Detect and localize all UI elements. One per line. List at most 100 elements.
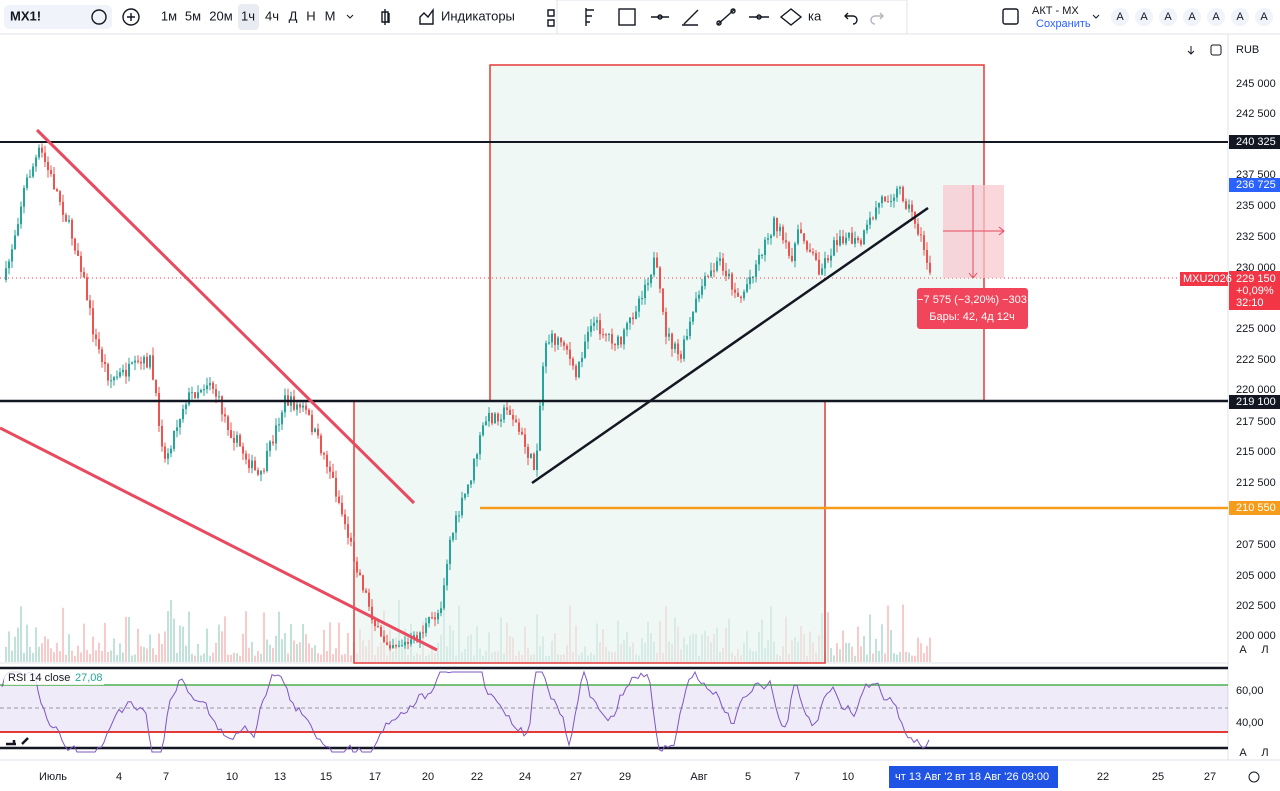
symbol-box[interactable] <box>4 5 112 29</box>
candle-body <box>17 224 19 236</box>
timeframe[interactable]: 1м <box>161 8 177 23</box>
range-box <box>353 400 826 664</box>
timeframe[interactable]: 1ч <box>241 8 255 23</box>
candle-body <box>818 259 820 275</box>
font-button[interactable]: A <box>1140 11 1148 23</box>
candle-body <box>620 336 622 345</box>
candle-body <box>437 612 439 620</box>
scale-button[interactable]: A <box>1239 747 1247 759</box>
volume-bar <box>296 644 298 662</box>
candle-body <box>338 496 340 503</box>
timeframe[interactable]: 4ч <box>265 8 279 23</box>
volume-bar <box>200 655 202 662</box>
rsi-line <box>1 670 930 753</box>
scale-button[interactable]: Л <box>1261 747 1268 759</box>
candle-body <box>191 392 193 394</box>
scroll-down[interactable] <box>1187 46 1195 55</box>
candle-body <box>548 342 550 344</box>
volume-bar <box>902 604 904 662</box>
volume-bar <box>323 629 325 662</box>
candle-body <box>194 392 196 398</box>
drawing-tool-label[interactable]: ка <box>808 8 822 23</box>
candle-body <box>794 243 796 261</box>
time-range-highlight <box>889 766 1058 788</box>
volume-bar <box>98 642 100 662</box>
candle-body <box>488 412 490 422</box>
save[interactable]: Сохранить <box>1036 18 1091 30</box>
font-button-bg[interactable] <box>1111 8 1129 26</box>
candle-body <box>311 414 313 433</box>
chart-type[interactable] <box>381 9 390 25</box>
candle-body <box>452 532 454 540</box>
volume-bar <box>62 607 64 662</box>
logo <box>6 737 29 746</box>
volume-bar <box>89 654 91 662</box>
rsi-name[interactable]: RSI 14 close <box>8 672 70 684</box>
font-button-bg[interactable] <box>1231 8 1249 26</box>
price-label: 230 000 <box>1236 262 1276 274</box>
candle-body <box>326 454 328 467</box>
candle-body <box>131 362 133 364</box>
price-badge <box>1229 135 1280 149</box>
timeframe[interactable]: 5м <box>185 8 201 23</box>
volume-bar <box>206 628 208 662</box>
candle-body <box>380 626 382 637</box>
timeframe[interactable]: Д <box>289 8 298 23</box>
font-button-bg[interactable] <box>1207 8 1225 26</box>
timeframe[interactable]: 20м <box>209 8 232 23</box>
scale-button[interactable]: A <box>1239 644 1247 656</box>
candle-body <box>323 453 325 455</box>
add-symbol[interactable] <box>122 8 140 26</box>
candle-body <box>569 349 571 359</box>
font-button[interactable]: A <box>1116 11 1124 23</box>
volume-bar <box>266 639 268 662</box>
auto-scale[interactable] <box>1210 44 1222 56</box>
candle-body <box>680 354 682 359</box>
account[interactable]: АКТ - МХ <box>1032 5 1079 17</box>
symbol-icon[interactable] <box>91 9 107 25</box>
font-button-bg[interactable] <box>1159 8 1177 26</box>
volume-bar <box>866 654 868 662</box>
candle-body <box>368 592 370 607</box>
candle-body <box>671 333 673 349</box>
font-button[interactable]: A <box>1188 11 1196 23</box>
font-button[interactable]: A <box>1164 11 1172 23</box>
timeframe[interactable]: Н <box>306 8 315 23</box>
candle-body <box>350 537 352 542</box>
candle-body <box>161 425 163 447</box>
volume-bar <box>836 643 838 662</box>
candle-body <box>863 230 865 245</box>
font-button-bg[interactable] <box>1255 8 1273 26</box>
font-button-bg[interactable] <box>1135 8 1153 26</box>
candle-body <box>899 187 901 189</box>
drawing-tools[interactable] <box>547 8 884 27</box>
candle-body <box>560 337 562 343</box>
candle-body <box>872 217 874 219</box>
currency[interactable]: RUB <box>1236 44 1259 56</box>
volume-bar <box>215 642 217 662</box>
candle-body <box>665 311 667 337</box>
account-dropdown[interactable] <box>1092 14 1100 19</box>
indicators[interactable]: Индикаторы <box>441 8 515 23</box>
volume-bar <box>101 650 103 662</box>
candle-body <box>929 262 931 273</box>
font-button[interactable]: A <box>1236 11 1244 23</box>
font-button-bg[interactable] <box>1183 8 1201 26</box>
scale-button[interactable]: Л <box>1261 644 1268 656</box>
candle-body <box>845 237 847 244</box>
timeframe[interactable]: М <box>325 8 336 23</box>
symbol[interactable]: MX1! <box>10 8 41 23</box>
layout-icon[interactable] <box>1002 8 1019 25</box>
candle-body <box>623 329 625 345</box>
settings[interactable] <box>1248 771 1260 783</box>
candle-body <box>302 405 304 408</box>
indicators-icon[interactable] <box>419 7 434 25</box>
candle-body <box>599 320 601 335</box>
volume-bar <box>143 647 145 662</box>
font-button[interactable]: A <box>1260 11 1268 23</box>
font-button[interactable]: A <box>1212 11 1220 23</box>
candle-body <box>173 431 175 449</box>
timeframe-dropdown[interactable] <box>346 14 354 19</box>
volume-bar <box>242 633 244 662</box>
